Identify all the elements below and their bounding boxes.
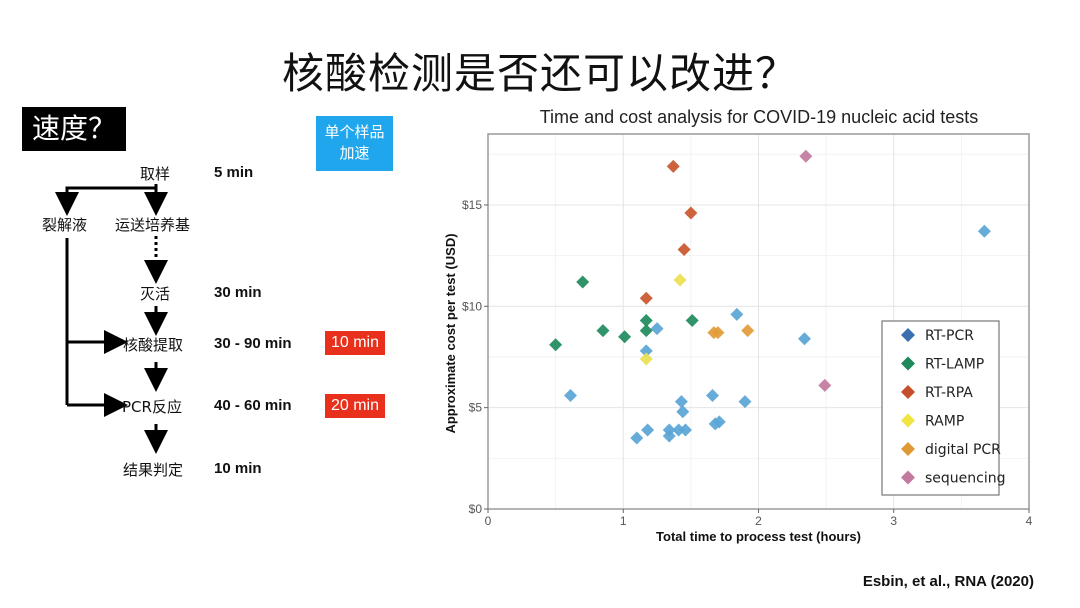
data-point-rt-rpa bbox=[677, 243, 691, 257]
node-lysis-buffer: 裂解液 bbox=[42, 216, 88, 234]
y-axis-label: Approximate cost per test (USD) bbox=[443, 233, 458, 433]
data-point-ramp bbox=[673, 273, 687, 287]
data-point-rt-pcr bbox=[706, 388, 720, 402]
data-point-rt-lamp bbox=[576, 275, 590, 289]
improved-time-pcr: 20 min bbox=[325, 394, 385, 418]
data-point-rt-rpa bbox=[684, 206, 698, 220]
y-tick-label: $0 bbox=[469, 502, 483, 516]
legend-icon-rt-lamp bbox=[901, 356, 915, 371]
legend-label: RT-RPA bbox=[925, 385, 973, 401]
legend-label: RT-LAMP bbox=[925, 357, 984, 373]
single-sample-accel-badge: 单个样品 加速 bbox=[316, 116, 393, 171]
data-point-digital-pcr bbox=[741, 324, 755, 338]
data-point-rt-pcr bbox=[641, 423, 655, 437]
legend-icon-sequencing bbox=[901, 470, 915, 485]
data-point-rt-lamp bbox=[618, 330, 632, 344]
data-point-ramp bbox=[639, 352, 653, 366]
data-point-rt-lamp bbox=[596, 324, 610, 338]
workflow-arrows bbox=[55, 184, 168, 454]
node-result: 结果判定 bbox=[123, 461, 184, 479]
time-extraction: 30 - 90 min bbox=[214, 335, 292, 352]
legend-label: digital PCR bbox=[925, 442, 1001, 458]
improved-time-extraction: 10 min bbox=[325, 331, 385, 355]
node-extraction: 核酸提取 bbox=[123, 336, 184, 354]
data-point-digital-pcr bbox=[711, 326, 725, 340]
accel-badge-line1: 单个样品 bbox=[324, 123, 385, 141]
data-point-rt-lamp bbox=[639, 324, 653, 338]
data-point-rt-pcr bbox=[672, 423, 686, 437]
x-tick-label: 2 bbox=[755, 514, 762, 528]
x-tick-label: 1 bbox=[620, 514, 627, 528]
data-point-rt-pcr bbox=[639, 344, 653, 358]
data-point-rt-pcr bbox=[712, 415, 726, 429]
legend-label: sequencing bbox=[925, 471, 1006, 487]
x-tick-label: 4 bbox=[1026, 514, 1033, 528]
x-axis-label: Total time to process test (hours) bbox=[656, 529, 861, 544]
data-point-rt-pcr bbox=[730, 307, 744, 321]
data-point-rt-pcr bbox=[650, 322, 664, 336]
time-sampling: 5 min bbox=[214, 164, 254, 181]
time-inactivation: 30 min bbox=[214, 284, 262, 301]
scatter-chart: 0 1 2 3 4 $0 $5 $10 $15 Total time to process tes… bbox=[443, 133, 1033, 544]
y-tick-label: $5 bbox=[469, 401, 483, 415]
data-point-rt-pcr bbox=[738, 395, 752, 409]
node-sampling: 取样 bbox=[140, 165, 171, 183]
data-point-rt-pcr bbox=[678, 423, 692, 437]
accel-badge-line2: 加速 bbox=[339, 144, 370, 162]
x-tick-label: 3 bbox=[890, 514, 897, 528]
data-point-rt-pcr bbox=[662, 429, 676, 443]
legend-box bbox=[881, 320, 1000, 496]
data-point-rt-pcr bbox=[676, 405, 690, 419]
data-point-rt-lamp bbox=[685, 313, 699, 327]
legend-label: RT-PCR bbox=[925, 328, 974, 344]
time-pcr: 40 - 60 min bbox=[214, 397, 292, 414]
time-result: 10 min bbox=[214, 460, 262, 477]
node-transport-medium: 运送培养基 bbox=[115, 216, 191, 234]
data-point-rt-lamp bbox=[549, 338, 563, 352]
legend-icon-rt-rpa bbox=[901, 385, 915, 399]
data-point-rt-pcr bbox=[674, 395, 688, 409]
data-point-sequencing bbox=[818, 378, 832, 392]
workflow-diagram: 取样 5 min 裂解液 运送培养基 灭活 30 min 核酸提取 30 - 9… bbox=[0, 0, 440, 600]
data-point-rt-pcr bbox=[564, 388, 578, 402]
data-point-rt-pcr bbox=[977, 224, 991, 238]
speed-badge: 速度？ bbox=[22, 107, 127, 151]
citation: Esbin, et al., RNA (2020) bbox=[862, 573, 1034, 590]
y-tick-label: $10 bbox=[462, 299, 482, 313]
chart-title: Time and cost analysis for COVID-19 nucl… bbox=[539, 107, 979, 127]
x-tick-label: 0 bbox=[485, 514, 492, 528]
node-pcr: PCR反应 bbox=[122, 398, 182, 416]
data-point-rt-rpa bbox=[666, 159, 680, 173]
legend-icon-digital-pcr bbox=[901, 442, 915, 456]
slide-title: 核酸检测是否还可以改进？ bbox=[281, 49, 798, 98]
data-point-rt-pcr bbox=[797, 332, 811, 346]
data-point-rt-pcr bbox=[630, 431, 644, 445]
legend-icon-rt-pcr bbox=[901, 328, 915, 342]
data-point-sequencing bbox=[799, 149, 813, 163]
node-inactivation: 灭活 bbox=[140, 285, 171, 303]
y-tick-label: $15 bbox=[462, 198, 482, 212]
legend-icon-ramp bbox=[901, 413, 915, 428]
legend-label: RAMP bbox=[925, 414, 964, 430]
data-point-rt-lamp bbox=[639, 313, 653, 327]
data-point-rt-rpa bbox=[639, 291, 653, 305]
